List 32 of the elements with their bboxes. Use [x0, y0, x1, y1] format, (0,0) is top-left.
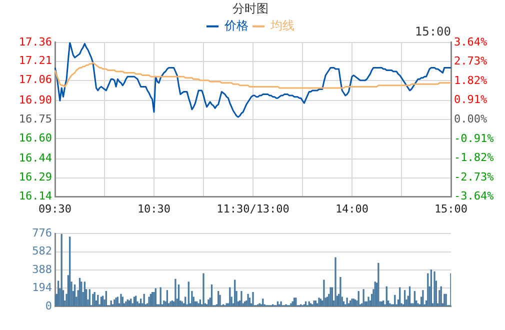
- y-tick-label: 17.06: [18, 73, 52, 86]
- y2-tick-label: 1.82%: [454, 74, 488, 87]
- y-tick-label: 194: [32, 281, 52, 294]
- y-tick-label: 776: [32, 226, 52, 240]
- y-tick-label: 16.90: [18, 93, 52, 106]
- y2-tick-label: 0.00%: [454, 112, 488, 126]
- x-tick-label: 10:30: [137, 202, 171, 216]
- legend-label: 价格: [224, 18, 248, 33]
- y-tick-label: 16.29: [18, 170, 52, 184]
- y2-tick-label: -2.73%: [454, 170, 494, 184]
- y-tick-label: 17.36: [18, 35, 52, 48]
- y2-tick-label: 0.91%: [454, 93, 488, 106]
- y-tick-label: 0: [45, 299, 52, 312]
- x-tick-label: 11:30/13:00: [216, 202, 290, 216]
- x-tick-label: 09:30: [38, 202, 72, 216]
- y2-tick-label: -0.91%: [454, 132, 494, 145]
- y2-tick-label: 2.73%: [454, 54, 488, 68]
- x-tick-label: 14:00: [335, 202, 369, 216]
- y2-tick-label: -3.64%: [454, 190, 494, 203]
- y-tick-label: 17.21: [18, 54, 52, 68]
- y-tick-label: 582: [32, 244, 52, 258]
- y-tick-label: 16.75: [18, 112, 52, 126]
- y2-tick-label: -1.82%: [454, 151, 494, 164]
- x-tick-label: 15:00: [434, 202, 468, 216]
- y-tick-label: 16.14: [18, 190, 52, 203]
- y-tick-label: 16.44: [18, 152, 52, 165]
- legend-label: 均线: [270, 18, 294, 33]
- chart-title: 分时图: [232, 1, 268, 16]
- text: 15:00: [414, 24, 451, 39]
- y2-tick-label: 3.64%: [454, 35, 488, 48]
- y-tick-label: 16.60: [18, 131, 52, 144]
- y-tick-label: 388: [32, 262, 52, 276]
